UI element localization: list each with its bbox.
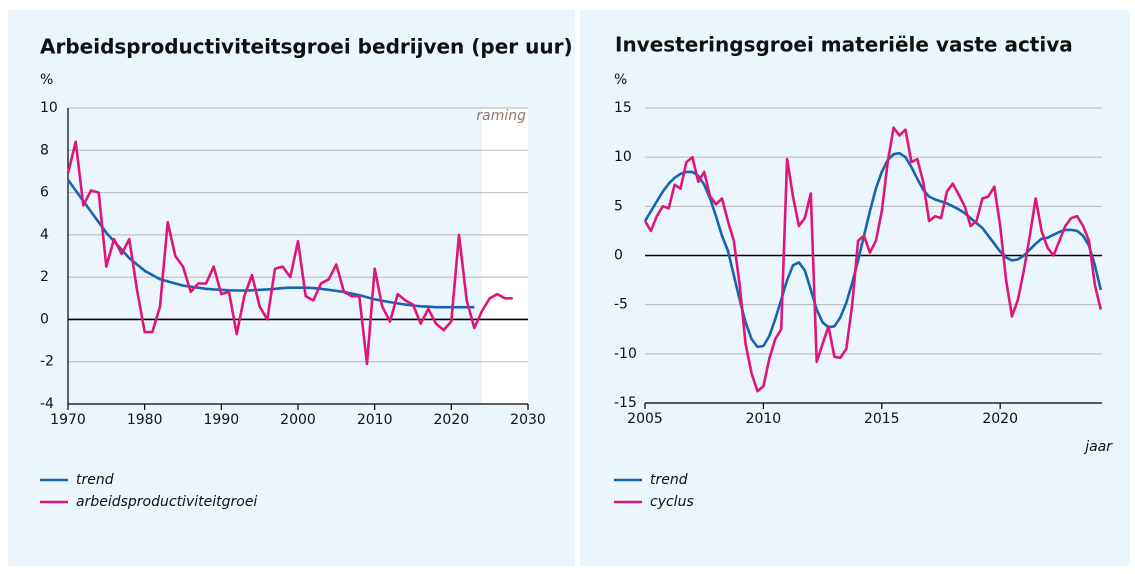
y-axis-label: % [40,72,53,88]
y-tick-label: 4 [40,227,49,243]
y-tick-label: -4 [40,396,54,412]
legend-label: arbeidsproductiviteitgroei [76,494,257,510]
y-tick-label: 0 [614,248,623,264]
x-axis-label: jaar [1083,439,1113,455]
line-series [643,126,1103,393]
y-tick-label: 6 [40,185,49,201]
legend-label: trend [76,472,114,488]
y-tick-label: 5 [614,198,623,214]
x-tick-label: 2030 [510,412,546,428]
legend-label: cyclus [650,494,694,510]
y-tick-label: -2 [40,354,54,370]
legend-label: trend [650,472,688,488]
y-axis-label: % [614,72,627,88]
x-tick-label: 2020 [982,411,1018,427]
x-tick-label: 2000 [280,412,316,428]
chart-title: Arbeidsproductiviteitsgroei bedrijven (p… [40,35,573,59]
x-tick-label: 2005 [627,411,663,427]
y-tick-label: -15 [614,395,637,411]
y-tick-label: 2 [40,269,49,285]
chart-title: Investeringsgroei materiële vaste activa [615,33,1073,57]
forecast-label: raming [476,108,526,124]
y-tick-label: 0 [40,311,49,327]
x-tick-label: 2020 [434,412,470,428]
y-tick-label: -10 [614,346,637,362]
line-series [643,151,1103,349]
forecast-area [482,108,528,404]
line-series [66,140,513,366]
y-tick-label: 10 [614,149,632,165]
y-tick-label: 8 [40,142,49,158]
y-tick-label: 15 [614,100,632,116]
x-tick-label: 2015 [864,411,900,427]
x-tick-label: 2010 [746,411,782,427]
x-tick-label: 1980 [127,412,163,428]
x-tick-label: 1970 [50,412,86,428]
y-tick-label: -5 [614,297,628,313]
x-tick-label: 1990 [204,412,240,428]
y-tick-label: 10 [40,100,58,116]
x-tick-label: 2010 [357,412,393,428]
